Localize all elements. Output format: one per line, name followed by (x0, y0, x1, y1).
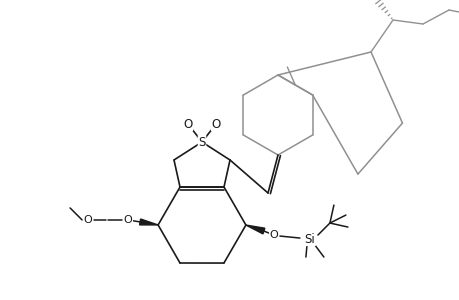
Polygon shape (139, 219, 158, 225)
Text: O: O (269, 230, 278, 240)
Polygon shape (246, 225, 264, 234)
Text: O: O (84, 215, 92, 225)
Text: O: O (123, 215, 132, 225)
Text: Si: Si (304, 232, 314, 246)
Text: S: S (198, 136, 205, 148)
Text: O: O (183, 118, 192, 130)
Text: O: O (211, 118, 220, 130)
